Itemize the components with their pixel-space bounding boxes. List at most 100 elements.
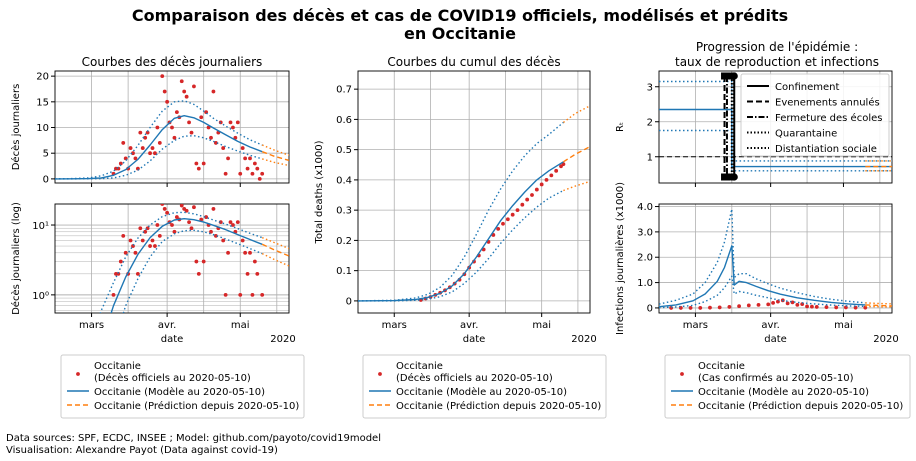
- y-tick-label: 1: [647, 152, 653, 163]
- model-line: [358, 161, 564, 302]
- data-point: [834, 305, 839, 310]
- daily-chart-title: Courbes des décès journaliers: [82, 55, 263, 69]
- data-point: [223, 292, 228, 297]
- data-point: [123, 250, 128, 255]
- infections-y-axis-label: Infections journalières (x1000): [614, 182, 626, 335]
- y-tick-label: 2: [647, 117, 653, 128]
- data-point: [549, 173, 554, 178]
- data-point: [737, 304, 741, 309]
- prediction-line: [865, 304, 892, 307]
- data-point: [534, 187, 539, 192]
- data-point: [245, 271, 250, 276]
- data-point: [727, 305, 732, 309]
- data-point: [155, 223, 160, 227]
- cumul-grid: [358, 71, 590, 313]
- daily-y-ticks: 0 5 10 15 20: [36, 72, 55, 185]
- data-point: [165, 99, 170, 104]
- infections-panel: 0 1.0 2.0 3.0 4.0 mars avr. mai 2020 date Infectio…: [614, 182, 899, 345]
- data-point: [140, 238, 145, 243]
- x-tick-label: mars: [683, 320, 708, 331]
- data-point: [138, 226, 143, 231]
- data-point: [157, 233, 162, 238]
- data-point: [111, 292, 116, 297]
- intervention-marker: [730, 72, 738, 80]
- data-point: [160, 74, 165, 79]
- rt-y-ticks: 1 2 3: [647, 82, 659, 163]
- data-point: [539, 182, 544, 187]
- prediction-band-line: [261, 144, 289, 156]
- data-point: [240, 238, 245, 243]
- data-point: [260, 292, 265, 297]
- y-tick-label: 0: [43, 174, 49, 185]
- data-point: [116, 166, 121, 171]
- y-tick-label: 1.0: [637, 278, 653, 289]
- y-tick-label: 0.5: [336, 145, 352, 156]
- data-point: [561, 162, 566, 167]
- prediction-band-line: [261, 252, 289, 267]
- data-point: [248, 156, 252, 161]
- intervention-marker: [730, 173, 738, 181]
- model-band-line: [659, 275, 866, 309]
- daily-x-ticks: [91, 183, 241, 187]
- data-point: [184, 94, 189, 99]
- data-point: [501, 221, 505, 226]
- data-point: [133, 156, 138, 161]
- data-point: [160, 204, 165, 206]
- x-tick-label: avr.: [761, 320, 779, 331]
- y-tick-label: 10¹: [32, 221, 49, 232]
- y-tick-label: 5: [43, 149, 49, 160]
- data-point: [174, 215, 179, 219]
- prediction-line: [563, 145, 590, 163]
- data-point: [182, 89, 187, 94]
- daily-y-axis-label: Décès journaliers: [10, 84, 22, 171]
- data-point: [257, 176, 262, 181]
- data-point: [240, 146, 245, 150]
- daily_log-y-ticks: 10⁰ 10¹: [32, 221, 55, 302]
- x-axis-label: date: [764, 334, 787, 345]
- footer-sources: Data sources: SPF, ECDC, INSEE ; Model: …: [6, 433, 381, 444]
- data-point: [172, 229, 177, 234]
- data-point: [771, 300, 775, 305]
- model-band-line: [55, 134, 263, 180]
- data-point: [192, 84, 196, 89]
- legend-cumul: Occitanie(Décès officiels au 2020-05-10)…: [362, 354, 607, 419]
- data-point: [810, 304, 814, 309]
- legend-infections: Occitanie(Cas confirmés au 2020-05-10) Oc…: [664, 354, 911, 419]
- daily_log-x-ticks: mars avr. mai 2020 date: [79, 313, 296, 345]
- legend-label: Occitanie: [94, 361, 141, 372]
- data-point: [153, 244, 157, 248]
- data-point: [187, 220, 191, 225]
- data-point: [162, 89, 167, 94]
- data-point: [211, 207, 216, 211]
- data-point: [138, 130, 143, 135]
- y-tick-label: 0.7: [336, 85, 352, 96]
- y-tick-label: 3: [647, 82, 653, 93]
- prediction-band-line: [865, 305, 892, 308]
- data-point: [248, 250, 252, 255]
- data-point: [554, 168, 559, 173]
- data-point: [145, 130, 150, 135]
- model-line: [659, 245, 866, 308]
- figure-title-line1: Comparaison des décès et cas de COVID19 …: [132, 6, 788, 25]
- x-year-label: 2020: [571, 334, 596, 345]
- cumul-frame: [357, 70, 591, 314]
- data-point: [235, 120, 240, 125]
- data-point: [226, 156, 230, 161]
- x-tick-label: mai: [532, 320, 551, 331]
- data-point: [150, 238, 155, 243]
- legend-box: [362, 354, 607, 419]
- data-point: [805, 304, 809, 309]
- data-point: [140, 146, 145, 150]
- daily_log-plot-area: [99, 204, 289, 313]
- intervention-marker: [723, 72, 731, 80]
- data-point: [260, 171, 265, 176]
- legend-label: Occitanie: [396, 361, 443, 372]
- data-point: [184, 208, 189, 213]
- data-point: [148, 151, 152, 156]
- data-point: [243, 156, 248, 161]
- data-point: [201, 259, 206, 264]
- data-point: [172, 135, 177, 140]
- data-point: [196, 166, 201, 171]
- data-point: [135, 271, 140, 276]
- y-tick-label: 3.0: [637, 227, 653, 238]
